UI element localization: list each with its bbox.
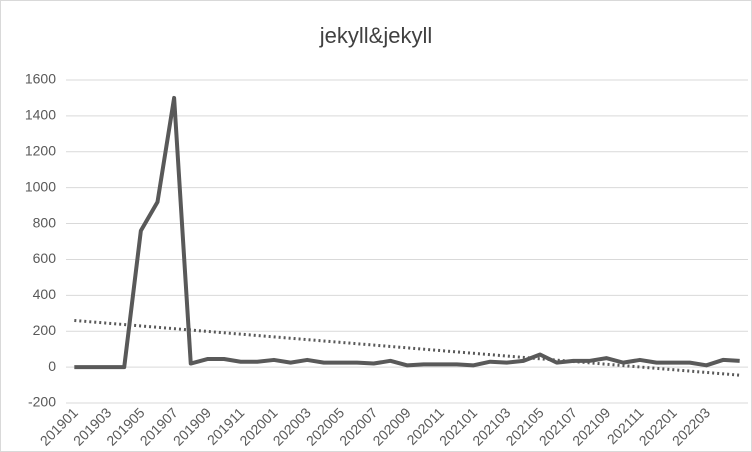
y-tick-label: 0 [48,358,56,374]
y-tick-label: 1000 [25,178,56,194]
y-tick-label: 800 [33,214,57,230]
trendline [74,318,740,377]
y-tick-label: 1200 [25,142,56,158]
y-tick-label: 600 [33,250,57,266]
y-tick-label: 400 [33,286,57,302]
y-tick-label: 200 [33,322,57,338]
y-tick-label: 1400 [25,107,56,123]
chart-title: jekyll&jekyll [319,23,432,48]
y-tick-label: 1600 [25,71,56,87]
data-line [74,95,740,370]
y-tick-label: -200 [28,394,56,410]
